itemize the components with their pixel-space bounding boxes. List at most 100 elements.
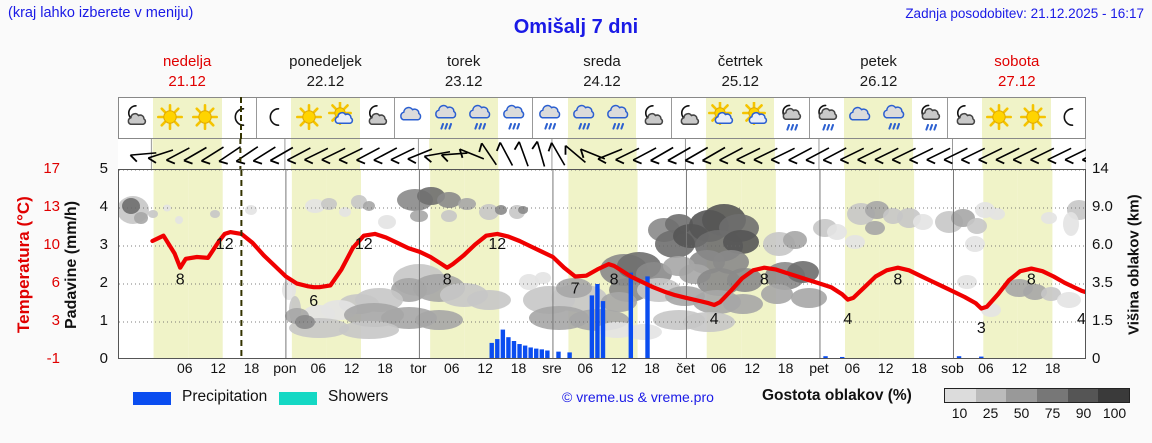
cloud-density-step-50 (1006, 389, 1038, 402)
hour-axis-labels: 06 12 18 pon 06 12 18 tor 06 12 18 sre 06 12 18 čet 06 12… (118, 360, 1086, 380)
moon-cloud-icon (674, 102, 704, 134)
moon-cloud-icon (362, 102, 392, 134)
day-name: petek (860, 53, 897, 70)
hour-label-18: 18 (377, 360, 393, 376)
precip-tick-0: 0 (99, 350, 108, 367)
hour-label-06: 06 (443, 360, 460, 376)
wind-barb-row (118, 139, 1107, 169)
cloud-density-step-90 (1067, 389, 1099, 402)
cloud-density-step-100 (1098, 389, 1130, 402)
weather-icon-cell-12 (532, 98, 567, 138)
day-date: 23.12 (444, 73, 483, 91)
day-header-ponedeljek: ponedeljek 22.12 (256, 52, 394, 96)
temperature-label: 12 (488, 236, 506, 253)
cloud-density-tick-90: 90 (1075, 405, 1092, 421)
day-header-sobota: sobota 27.12 (948, 52, 1086, 96)
sun-icon (984, 102, 1014, 134)
day-name: ponedeljek (289, 53, 362, 70)
cloud-tick-6.0: 6.0 (1092, 236, 1113, 253)
temperature-line (150, 230, 1085, 311)
weather-icon-cell-23 (912, 98, 946, 138)
moon-cloud-rain-icon (776, 102, 806, 134)
hour-label-sre: sre (542, 360, 562, 376)
cloud-density-legend-title: Gostota oblakov (%) (762, 387, 912, 404)
sun-icon (1018, 102, 1048, 134)
moon-cloud-icon (638, 102, 668, 134)
day-date: 27.12 (998, 73, 1036, 91)
sun-icon (155, 102, 185, 134)
cloud-density-colorbar (944, 388, 1130, 403)
hour-label-12: 12 (1011, 360, 1028, 376)
weather-icon-cell-26 (1016, 98, 1051, 138)
showers-legend-label: Showers (328, 388, 389, 405)
hour-label-12: 12 (610, 360, 627, 376)
sun-icon (190, 102, 220, 134)
meteogram-plot: 8 12 6 12 8 12 7 8 4 8 4 8 3 8 4 (118, 169, 1086, 359)
cloud-rain-icon (500, 102, 530, 134)
day-header-row: nedelja 21.12 ponedeljek 22.12 torek 23.12 sre… (118, 52, 1086, 96)
hour-label-06: 06 (711, 360, 727, 376)
hour-label-06: 06 (310, 360, 327, 376)
weather-icon-cell-13 (567, 98, 602, 138)
precip-tick-5: 5 (99, 160, 108, 177)
hour-label-12: 12 (477, 360, 493, 376)
last-update-text: Zadnja posodobitev: 21.12.2025 - 16:17 (905, 6, 1144, 21)
hour-label-18: 18 (243, 360, 260, 376)
temperature-label: 12 (216, 236, 234, 253)
cloud-density-tick-50: 50 (1013, 405, 1030, 421)
temperature-label: 4 (843, 311, 852, 328)
weather-icon-cell-3 (222, 98, 256, 138)
credit-link[interactable]: © vreme.us & vreme.pro (562, 389, 714, 405)
hour-label-06: 06 (978, 360, 994, 376)
hour-label-18: 18 (911, 360, 927, 376)
precip-tick-1: 1 (99, 312, 108, 329)
day-header-četrtek: četrtek 25.12 (671, 52, 809, 96)
cloud-tick-0: 0 (1092, 350, 1101, 367)
moon-icon (259, 102, 289, 134)
weather-icon-cell-25 (982, 98, 1017, 138)
cloud-rain-icon (604, 102, 634, 134)
cloud-density-tick-100: 100 (1102, 405, 1127, 421)
cloud-density-tick-10: 10 (951, 405, 968, 421)
hour-label-06: 06 (844, 360, 861, 376)
day-name: sobota (994, 53, 1040, 70)
temp-tick-13: 13 (43, 198, 60, 215)
temperature-label: 8 (1027, 271, 1036, 288)
temperature-label: 4 (1077, 311, 1086, 328)
hour-label-pet: pet (809, 360, 829, 376)
precip-tick-3: 3 (99, 236, 108, 253)
cloud-rain-icon (880, 102, 910, 134)
legend-bar: Precipitation Showers © vreme.us & vreme… (0, 386, 1152, 431)
weather-icon-cell-21 (843, 98, 879, 138)
temperature-label: 8 (893, 271, 902, 288)
precipitation-swatch (133, 392, 171, 405)
day-name: sreda (583, 53, 621, 70)
weather-icon-cell-10 (463, 98, 499, 138)
day-header-torek: torek 23.12 (395, 52, 533, 96)
cloud-density-tick-25: 25 (982, 405, 999, 421)
cloud-tick-9.0: 9.0 (1092, 198, 1113, 215)
weather-icon-cell-7 (360, 98, 394, 138)
temperature-label: 12 (355, 236, 373, 253)
temperature-label: 6 (309, 293, 318, 310)
temperature-label: 4 (710, 311, 719, 328)
day-name: torek (447, 53, 481, 70)
day-name: nedelja (162, 53, 212, 70)
cloud-density-step-10 (945, 389, 976, 402)
hour-label-tor: tor (410, 360, 427, 376)
sun-cloud-icon (327, 102, 358, 134)
sun-icon (294, 102, 324, 134)
cloud-density-tick-labels: 10 25 50 75 90 100 (930, 405, 1142, 423)
hour-label-12: 12 (877, 360, 894, 376)
day-date: 22.12 (306, 73, 345, 91)
cloud-rain-icon (570, 102, 600, 134)
cloud-rain-icon (466, 102, 496, 134)
temperature-label: 3 (977, 320, 986, 337)
weather-icon-cell-6 (325, 98, 360, 138)
cloud-icon (397, 102, 427, 134)
temp-tick-3: 3 (51, 312, 60, 329)
precip-tick-4: 4 (99, 198, 108, 215)
cloud-tick-1.5: 1.5 (1092, 312, 1113, 329)
weather-icon-cell-9 (429, 98, 464, 138)
hour-label-čet: čet (676, 360, 695, 376)
